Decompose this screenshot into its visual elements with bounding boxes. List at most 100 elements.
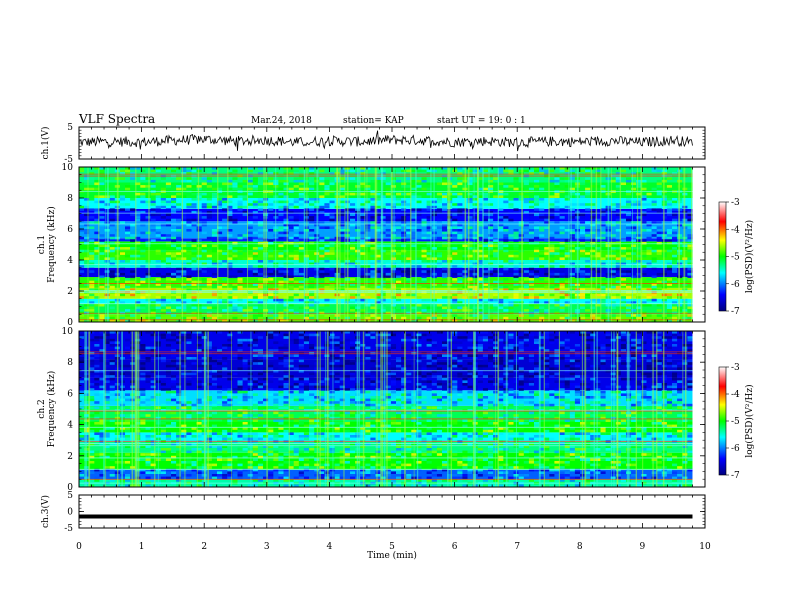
ch2-spec-cell	[293, 359, 299, 363]
ch1-spec-cell	[641, 210, 647, 214]
ch1-spec-cell	[416, 185, 422, 188]
ch1-spec-cell	[257, 288, 264, 291]
ch1-spec-cell	[503, 303, 509, 307]
ch1-spec-cell	[196, 303, 202, 307]
ch1-spec-cell	[457, 234, 463, 237]
ch1-spec-cell	[319, 244, 325, 248]
ch1-spec-cell	[298, 260, 304, 263]
ch1-spec-cell	[191, 185, 197, 188]
ch1-spec-cell	[150, 301, 156, 304]
ch1-spec-cell	[350, 293, 356, 297]
ch1-spec-cell	[227, 195, 233, 198]
ch1-spec-cell	[559, 270, 565, 273]
ch1-spec-cell	[257, 182, 264, 186]
ch1-spec-cell	[125, 210, 131, 214]
ch2-spec-cell	[401, 349, 407, 352]
ch2-spec-cell	[457, 336, 463, 339]
ch1-spec-cell	[472, 203, 478, 206]
ch1-spec-cell	[298, 272, 304, 276]
ch1-spec-cell	[176, 229, 182, 232]
ch1-spec-cell	[252, 231, 258, 235]
ch1-spec-cell	[610, 234, 616, 237]
ch1-spec-cell	[513, 272, 519, 276]
ch2-spec-cell	[206, 364, 212, 368]
ch2-spec-cell	[677, 388, 683, 391]
ch1-spec-cell	[89, 226, 95, 229]
ch2-spec-cell	[585, 375, 591, 378]
ch1-spec-cell	[94, 316, 100, 320]
ch2-spec-cell	[247, 385, 253, 389]
ch1-spec-cell	[211, 314, 218, 317]
ch1-spec-cell	[309, 208, 315, 211]
ch1-spec-cell	[396, 172, 402, 175]
ch1-spec-cell	[513, 236, 519, 240]
ch1-spec-cell	[365, 303, 371, 307]
ch2-spec-cell	[539, 346, 545, 350]
ch1-spec-cell	[401, 203, 407, 206]
ch1-spec-cell	[257, 303, 264, 307]
ch2-spec-cell	[442, 372, 448, 376]
ch1-spec-cell	[528, 172, 535, 175]
ch1-spec-cell	[631, 229, 637, 232]
ch1-spec-cell	[498, 182, 504, 186]
ch2-spec-cell	[206, 385, 212, 389]
ch1-spec-cell	[360, 309, 366, 312]
ch1-spec-cell	[401, 200, 407, 204]
ch1-spec-cell	[370, 226, 376, 229]
ch1-spec-cell	[610, 208, 616, 211]
ch2-spec-cell	[344, 377, 350, 381]
ch2-spec-cell	[452, 362, 458, 365]
ch1-spec-cell	[472, 285, 478, 289]
ch2-spec-cell	[539, 357, 545, 360]
ch1-spec-cell	[171, 244, 177, 248]
ch1-spec-cell	[242, 278, 248, 281]
ch1-spec-cell	[155, 208, 161, 211]
ch1-spec-cell	[160, 283, 166, 286]
ch1-spec-cell	[534, 208, 540, 211]
ch1-spec-cell	[503, 216, 509, 219]
ch2-spec-cell	[518, 370, 524, 373]
ch1-spec-cell	[467, 192, 473, 196]
ch2-spec-cell	[569, 385, 575, 389]
ch2-spec-cell	[431, 390, 437, 394]
ch2-spec-cell	[344, 336, 350, 339]
ch2-spec-cell	[636, 362, 642, 365]
ch2-spec-cell	[406, 364, 412, 368]
ch2-spec-cell	[109, 362, 115, 365]
ch1-spec-cell	[580, 221, 586, 224]
ch1-spec-cell	[396, 203, 402, 206]
ch1-spec-cell	[370, 239, 376, 242]
ch1-spec-cell	[375, 179, 381, 183]
ch1-spec-cell	[452, 280, 458, 284]
ch2-spec-cell	[416, 331, 422, 334]
ch1-spec-cell	[165, 252, 172, 255]
ch2-spec-cell	[666, 362, 673, 365]
ch1-spec-cell	[390, 270, 397, 273]
ch1-spec-cell	[457, 236, 463, 240]
ch1-spec-cell	[165, 223, 172, 227]
ch1-spec-cell	[523, 179, 529, 183]
ch2-spec-cell	[620, 336, 627, 339]
ch1-spec-cell	[232, 182, 238, 186]
ch1-spec-cell	[539, 316, 545, 320]
ch1-spec-cell	[482, 198, 489, 201]
ch1-spec-cell	[687, 275, 693, 279]
ch1-spec-cell	[165, 244, 172, 248]
ch2-spec-cell	[99, 385, 105, 389]
ch1-spec-cell	[155, 283, 161, 286]
ch1-spec-cell	[626, 296, 632, 299]
ch1-spec-cell	[211, 285, 218, 289]
ch1-spec-cell	[544, 270, 550, 273]
ch1-spec-cell	[651, 285, 657, 289]
ch1-spec-cell	[130, 260, 136, 263]
ch1-spec-cell	[109, 270, 115, 273]
ch1-spec-cell	[559, 216, 565, 219]
ch1-spec-cell	[186, 252, 192, 255]
ch2-spec-cell	[222, 349, 228, 352]
ch1-spec-cell	[252, 249, 258, 253]
ch2-spec-cell	[329, 390, 335, 394]
ch2-spec-cell	[488, 354, 494, 357]
ch2-spec-cell	[125, 338, 131, 342]
ch2-spec-cell	[431, 359, 437, 363]
ch1-spec-cell	[559, 177, 565, 180]
